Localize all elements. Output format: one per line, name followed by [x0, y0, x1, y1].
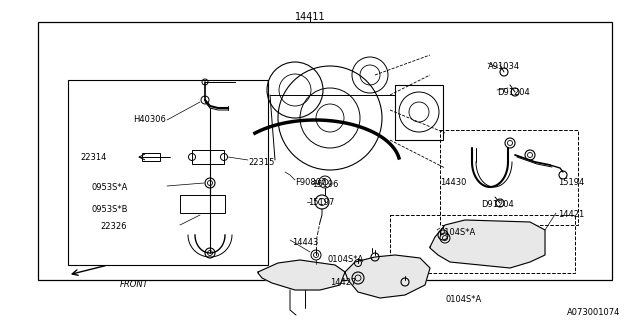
Text: D91204: D91204: [481, 200, 514, 209]
Bar: [142, 153, 160, 161]
Text: 0104S*A: 0104S*A: [328, 255, 364, 264]
Text: 14421: 14421: [558, 210, 584, 219]
Text: A91034: A91034: [488, 62, 520, 71]
Text: 15197: 15197: [308, 198, 334, 207]
Text: 14427: 14427: [330, 278, 356, 287]
Bar: [180, 195, 225, 213]
Text: D91204: D91204: [497, 88, 530, 97]
Bar: [38, 22, 612, 280]
Polygon shape: [345, 255, 430, 298]
Text: 22315: 22315: [248, 158, 275, 167]
Text: A073001074: A073001074: [566, 308, 620, 317]
Text: 15194: 15194: [558, 178, 584, 187]
Text: 14430: 14430: [440, 178, 467, 187]
Text: 14443: 14443: [292, 238, 318, 247]
Bar: [390, 215, 575, 273]
Text: 15196: 15196: [312, 180, 339, 189]
Bar: [68, 80, 268, 265]
Polygon shape: [258, 260, 345, 290]
Text: 0104S*A: 0104S*A: [445, 295, 481, 304]
Bar: [395, 85, 443, 140]
Text: 0953S*B: 0953S*B: [91, 205, 127, 214]
Text: 22314: 22314: [80, 153, 106, 162]
Text: 0953S*A: 0953S*A: [91, 183, 127, 192]
Text: FRONT: FRONT: [120, 280, 148, 289]
Bar: [192, 150, 224, 164]
Text: 14411: 14411: [294, 12, 325, 22]
Text: 22326: 22326: [100, 222, 127, 231]
Text: F90807: F90807: [295, 178, 326, 187]
Text: H40306: H40306: [133, 115, 166, 124]
Polygon shape: [430, 220, 545, 268]
Text: 0104S*A: 0104S*A: [440, 228, 476, 237]
Bar: [440, 130, 578, 225]
